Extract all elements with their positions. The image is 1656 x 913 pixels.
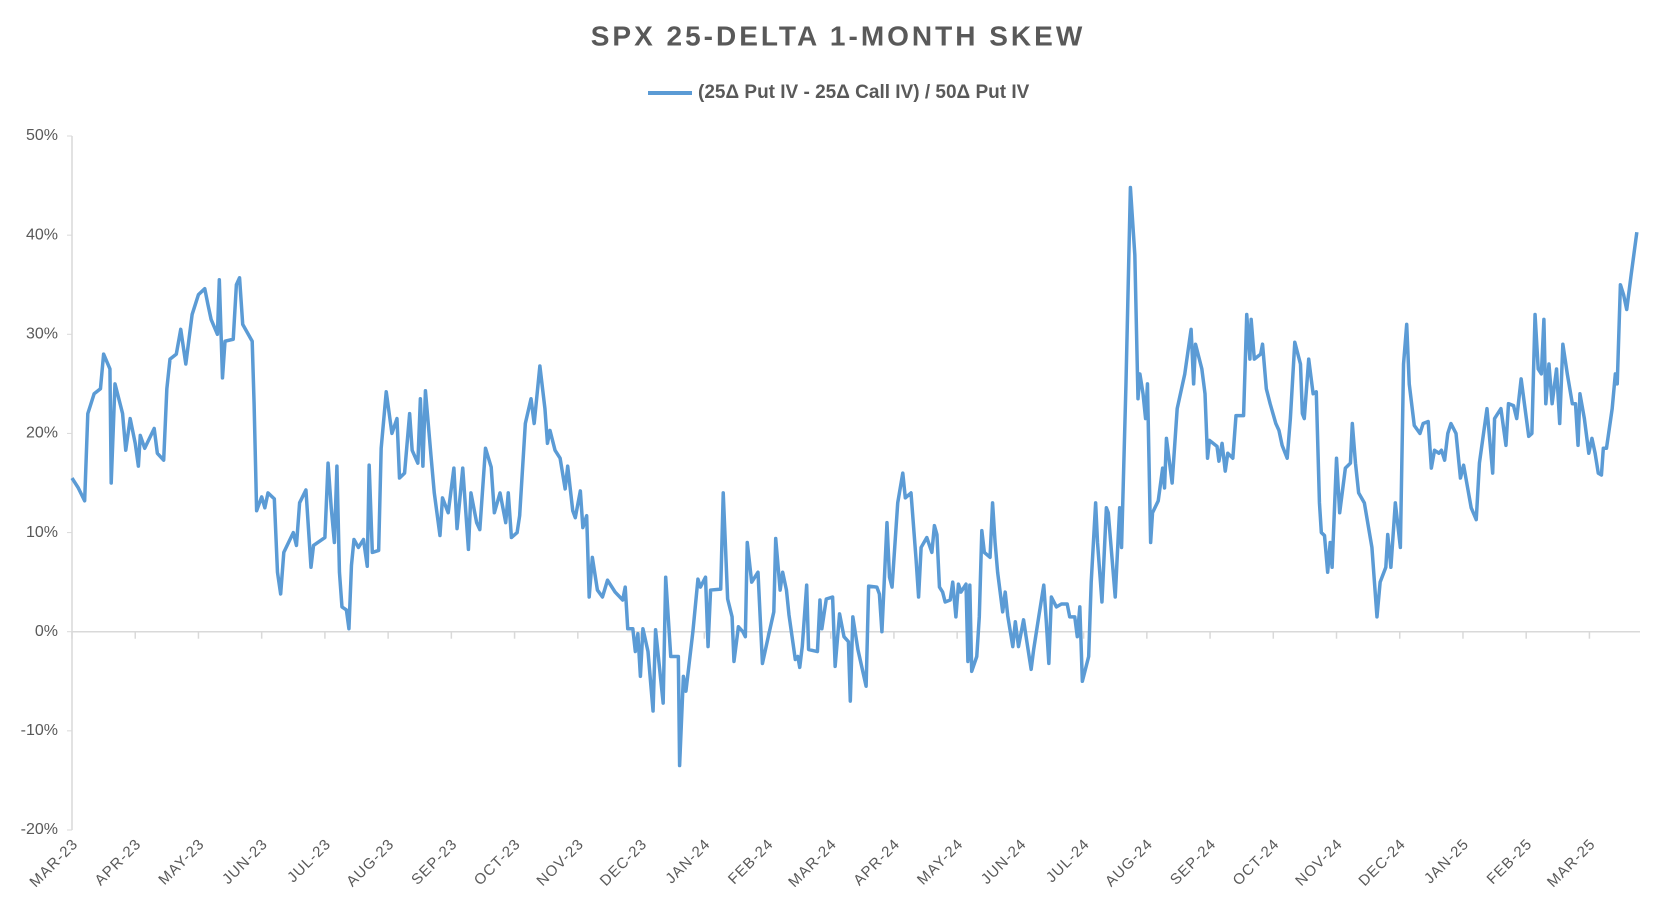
x-tick-label: JAN-25 bbox=[1421, 836, 1473, 888]
x-tick-label: MAR-24 bbox=[785, 836, 840, 891]
x-tick-label: MAR-25 bbox=[1544, 836, 1599, 891]
x-tick-label: OCT-23 bbox=[471, 836, 524, 889]
x-tick-label: FEB-25 bbox=[1484, 836, 1536, 888]
x-tick-label: MAR-23 bbox=[26, 836, 81, 891]
x-tick-label: APR-24 bbox=[850, 836, 903, 889]
x-tick-label: DEC-24 bbox=[1355, 836, 1409, 890]
y-tick-label: -20% bbox=[21, 821, 58, 838]
y-tick-label: -10% bbox=[21, 722, 58, 739]
x-tick-label: JUL-23 bbox=[284, 836, 334, 886]
y-tick-label: 0% bbox=[35, 623, 58, 640]
y-tick-label: 10% bbox=[26, 524, 58, 541]
data-line bbox=[70, 185, 1639, 768]
y-tick-label: 50% bbox=[26, 127, 58, 144]
x-tick-label: APR-23 bbox=[91, 836, 144, 889]
y-tick-label: 20% bbox=[26, 425, 58, 442]
x-tick-label: OCT-24 bbox=[1230, 836, 1283, 889]
x-tick-label: JUN-24 bbox=[978, 836, 1030, 888]
x-tick-label: AUG-23 bbox=[343, 836, 398, 891]
x-tick-label: NOV-23 bbox=[533, 836, 587, 890]
x-tick-label: NOV-24 bbox=[1292, 836, 1346, 890]
y-tick-label: 40% bbox=[26, 226, 58, 243]
x-tick-label: AUG-24 bbox=[1102, 836, 1157, 891]
y-tick-label: 30% bbox=[26, 326, 58, 343]
chart-title: SPX 25-DELTA 1-MONTH SKEW bbox=[591, 20, 1086, 51]
x-tick-label: SEP-23 bbox=[408, 836, 461, 889]
x-tick-label: SEP-24 bbox=[1167, 836, 1220, 889]
x-tick-label: FEB-24 bbox=[725, 836, 777, 888]
x-tick-label: JUL-24 bbox=[1043, 836, 1093, 886]
x-tick-label: JUN-23 bbox=[219, 836, 271, 888]
x-tick-label: DEC-23 bbox=[597, 836, 651, 890]
x-tick-label: MAY-24 bbox=[914, 836, 967, 889]
x-tick-label: MAY-23 bbox=[155, 836, 208, 889]
legend-label: (25Δ Put IV - 25Δ Call IV) / 50Δ Put IV bbox=[698, 82, 1030, 103]
x-tick-label: JAN-24 bbox=[662, 836, 714, 888]
